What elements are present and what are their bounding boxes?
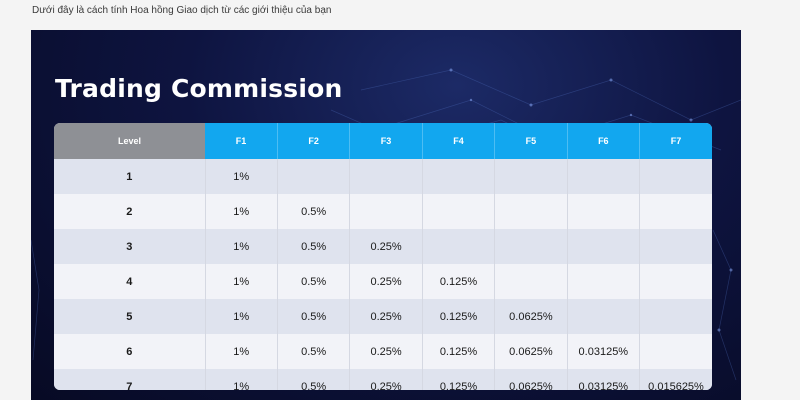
rate-cell: 0.5% <box>277 229 351 264</box>
rate-cell: 0.03125% <box>567 334 641 369</box>
rate-cell: 1% <box>205 229 278 264</box>
rate-cell: 1% <box>205 299 278 334</box>
rate-cell: 0.03125% <box>567 369 641 390</box>
header-f7: F7 <box>639 123 712 159</box>
intro-text: Dưới đây là cách tính Hoa hồng Giao dịch… <box>32 5 332 16</box>
rate-cell <box>494 159 568 194</box>
rate-cell: 0.5% <box>277 369 351 390</box>
rate-cell: 0.25% <box>349 334 423 369</box>
table-row: 5 1% 0.5% 0.25% 0.125% 0.0625% <box>54 299 712 334</box>
table-row: 7 1% 0.5% 0.25% 0.125% 0.0625% 0.03125% … <box>54 369 712 390</box>
rate-cell: 0.125% <box>422 299 496 334</box>
rate-cell: 0.25% <box>349 229 423 264</box>
rate-cell <box>422 229 496 264</box>
rate-cell <box>422 159 496 194</box>
level-cell: 5 <box>54 299 206 334</box>
rate-cell <box>494 194 568 229</box>
table-row: 2 1% 0.5% <box>54 194 712 229</box>
table-row: 4 1% 0.5% 0.25% 0.125% <box>54 264 712 299</box>
rate-cell: 0.5% <box>277 299 351 334</box>
commission-banner: Trading Commission Level F1 F2 F3 F4 F5 … <box>31 30 741 400</box>
table-row: 6 1% 0.5% 0.25% 0.125% 0.0625% 0.03125% <box>54 334 712 369</box>
table-header-row: Level F1 F2 F3 F4 F5 F6 F7 <box>54 123 712 159</box>
rate-cell: 0.125% <box>422 369 496 390</box>
rate-cell <box>639 194 712 229</box>
rate-cell <box>349 194 423 229</box>
rate-cell: 0.0625% <box>494 369 568 390</box>
rate-cell <box>639 159 712 194</box>
rate-cell <box>567 159 641 194</box>
header-f2: F2 <box>277 123 351 159</box>
rate-cell: 1% <box>205 194 278 229</box>
rate-cell <box>567 194 641 229</box>
rate-cell: 1% <box>205 159 278 194</box>
rate-cell: 0.25% <box>349 369 423 390</box>
rate-cell <box>422 194 496 229</box>
rate-cell: 0.015625% <box>639 369 712 390</box>
level-cell: 1 <box>54 159 206 194</box>
level-cell: 7 <box>54 369 206 390</box>
rate-cell: 0.0625% <box>494 334 568 369</box>
rate-cell <box>567 229 641 264</box>
rate-cell <box>639 299 712 334</box>
rate-cell: 1% <box>205 334 278 369</box>
table-row: 1 1% <box>54 159 712 194</box>
header-f1: F1 <box>205 123 278 159</box>
rate-cell <box>494 264 568 299</box>
rate-cell: 0.0625% <box>494 299 568 334</box>
rate-cell <box>494 229 568 264</box>
header-f6: F6 <box>567 123 641 159</box>
table-row: 3 1% 0.5% 0.25% <box>54 229 712 264</box>
rate-cell: 0.25% <box>349 264 423 299</box>
rate-cell <box>639 229 712 264</box>
rate-cell: 0.5% <box>277 194 351 229</box>
header-level: Level <box>54 123 205 159</box>
rate-cell <box>349 159 423 194</box>
header-f4: F4 <box>422 123 496 159</box>
rate-cell <box>567 299 641 334</box>
rate-cell <box>639 264 712 299</box>
banner-title: Trading Commission <box>55 74 343 103</box>
rate-cell <box>277 159 351 194</box>
header-f3: F3 <box>349 123 423 159</box>
header-f5: F5 <box>494 123 568 159</box>
rate-cell: 0.125% <box>422 334 496 369</box>
rate-cell: 0.25% <box>349 299 423 334</box>
level-cell: 6 <box>54 334 206 369</box>
level-cell: 2 <box>54 194 206 229</box>
level-cell: 4 <box>54 264 206 299</box>
rate-cell <box>567 264 641 299</box>
rate-cell: 0.5% <box>277 264 351 299</box>
rate-cell: 1% <box>205 264 278 299</box>
rate-cell: 0.5% <box>277 334 351 369</box>
rate-cell: 0.125% <box>422 264 496 299</box>
level-cell: 3 <box>54 229 206 264</box>
rate-cell <box>639 334 712 369</box>
commission-table: Level F1 F2 F3 F4 F5 F6 F7 1 1% <box>54 123 712 390</box>
rate-cell: 1% <box>205 369 278 390</box>
